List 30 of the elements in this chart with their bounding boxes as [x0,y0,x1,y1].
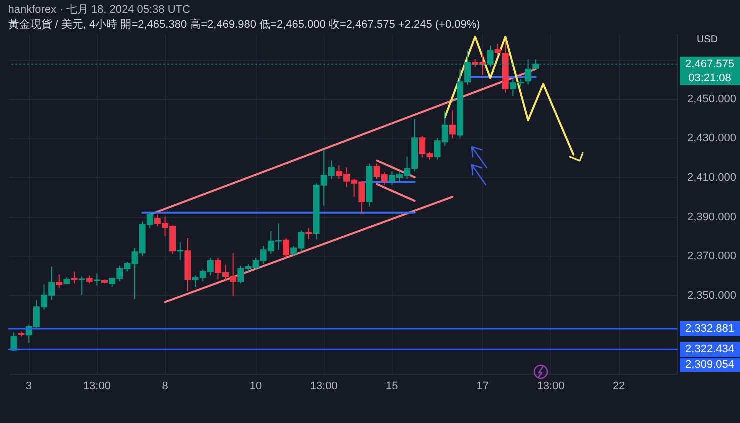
y-tick-label: 2,450.000 [688,93,736,106]
candlestick [306,228,312,240]
y-tick-label: 2,410.000 [688,172,736,184]
x-tick-label: 22 [612,380,626,392]
chart-title: hankforex · 七月 18, 2024 05:38 UTC [8,3,191,16]
ref-line-label: 2,332.881 [686,323,734,336]
text: 2,309.054 [686,359,734,371]
x-tick-label: 10 [250,380,262,392]
x-tick-label: 3 [26,380,32,392]
candlestick [71,271,78,284]
x-tick-label: 13:00 [83,380,111,392]
candlestick [494,43,502,56]
line-series [444,36,575,156]
candlestick [56,274,63,290]
ref-line-label: 2,322.434 [686,344,734,356]
chart-subtitle: 黃金現貨 / 美元, 4小時 開=2,465.380 高=2,469.980 低=2,465.000 收=2,467.575 +2.245 (+0.09%) [8,18,480,31]
x-tick-label: 15 [386,380,398,392]
x-tick-label: 13:00 [310,380,338,392]
candlestick [449,110,456,139]
candlestick [283,238,290,259]
text: 03:21:08 [688,72,732,84]
y-tick-label: 2,390.000 [688,211,736,224]
x-tick-label: 8 [162,380,168,392]
ref-line-label: 2,467.575 [686,58,734,70]
x-tick-label: 17 [476,380,490,392]
y-tick-label: 2,430.000 [688,132,736,145]
x-tick-label: 13:00 [537,380,565,392]
y-tick-label: 2,350.000 [688,290,736,302]
y-axis-title: USD [696,34,718,46]
y-tick-label: 2,370.000 [688,250,736,263]
